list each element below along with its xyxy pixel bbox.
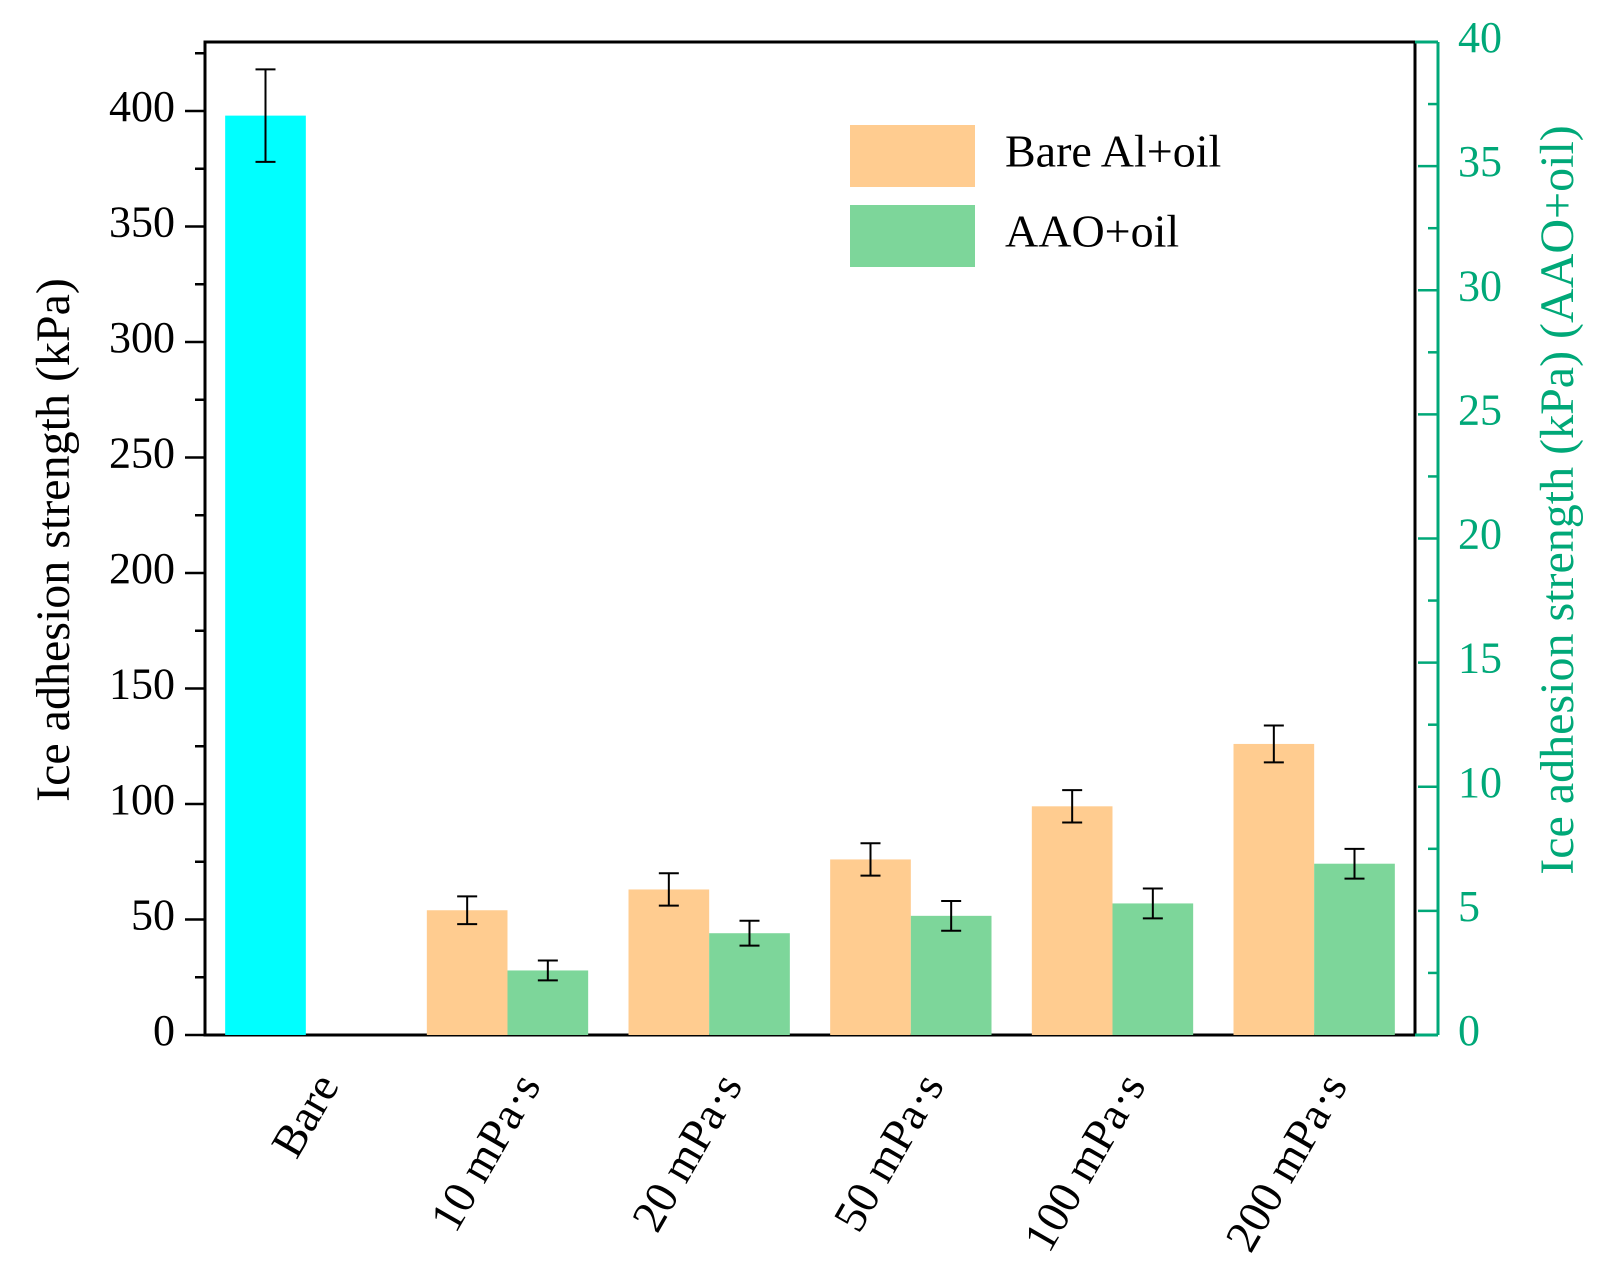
left-tick-label: 350 [109,198,175,247]
left-tick-label: 250 [109,429,175,478]
legend-label: Bare Al+oil [1005,126,1221,177]
category-label: 20 mPa·s [622,1065,752,1240]
category-label: 50 mPa·s [823,1065,953,1240]
right-tick-label: 25 [1458,385,1502,434]
bare-al-oil-bar [1031,806,1113,1035]
aao-oil-bar [1314,863,1395,1035]
category-label: 10 mPa·s [420,1065,550,1240]
bare-al-oil-bar [426,910,508,1035]
left-tick-label: 300 [109,313,175,362]
left-tick-label: 150 [109,660,175,709]
aao-oil-bar [910,915,992,1035]
right-axis-title: Ice adhesion strength (kPa) (AAO+oil) [1531,125,1584,875]
left-tick-label: 100 [109,775,175,824]
plot-frame [203,40,1417,1037]
left-tick-label: 400 [109,82,175,131]
right-tick-label: 10 [1458,758,1502,807]
left-tick-label: 200 [109,544,175,593]
aao-oil-bar [709,933,790,1035]
errorbars-group [255,68,1365,982]
right-tick-label: 35 [1458,137,1502,186]
category-label: Bare [261,1065,349,1166]
left-tick-label: 0 [153,1006,175,1055]
bars-group [225,115,1395,1036]
right-tick-label: 0 [1458,1006,1480,1055]
bare-al-oil-bar [1233,743,1315,1035]
category-labels: Bare 10 mPa·s 20 mPa·s 50 mPa·s 100 mPa·s 200… [261,1065,1357,1260]
aao-oil-bar [1112,903,1194,1035]
legend: Bare Al+oil AAO+oil [850,125,1221,267]
right-tick-label: 15 [1458,634,1502,683]
bare-al-oil-bar [830,859,911,1035]
right-tick-label: 20 [1458,510,1502,559]
legend-swatch [850,125,975,187]
category-label: 100 mPa·s [1013,1065,1155,1260]
left-tick-label: 50 [131,891,175,940]
legend-label: AAO+oil [1005,206,1179,257]
right-tick-label: 30 [1458,261,1502,310]
category-label: 200 mPa·s [1215,1065,1357,1260]
right-tick-label: 40 [1458,13,1502,62]
left-axis-title: Ice adhesion strength (kPa) [27,278,80,802]
right-tick-label: 5 [1458,882,1480,931]
bare-al-oil-bar [628,889,710,1035]
left-axis-ticks: 0 50 100 150 200 250 300 350 400 [109,52,205,1055]
right-axis-ticks: 0 5 10 15 20 25 30 35 40 [1415,13,1502,1055]
bare-bar [225,115,306,1036]
legend-swatch [850,205,975,267]
